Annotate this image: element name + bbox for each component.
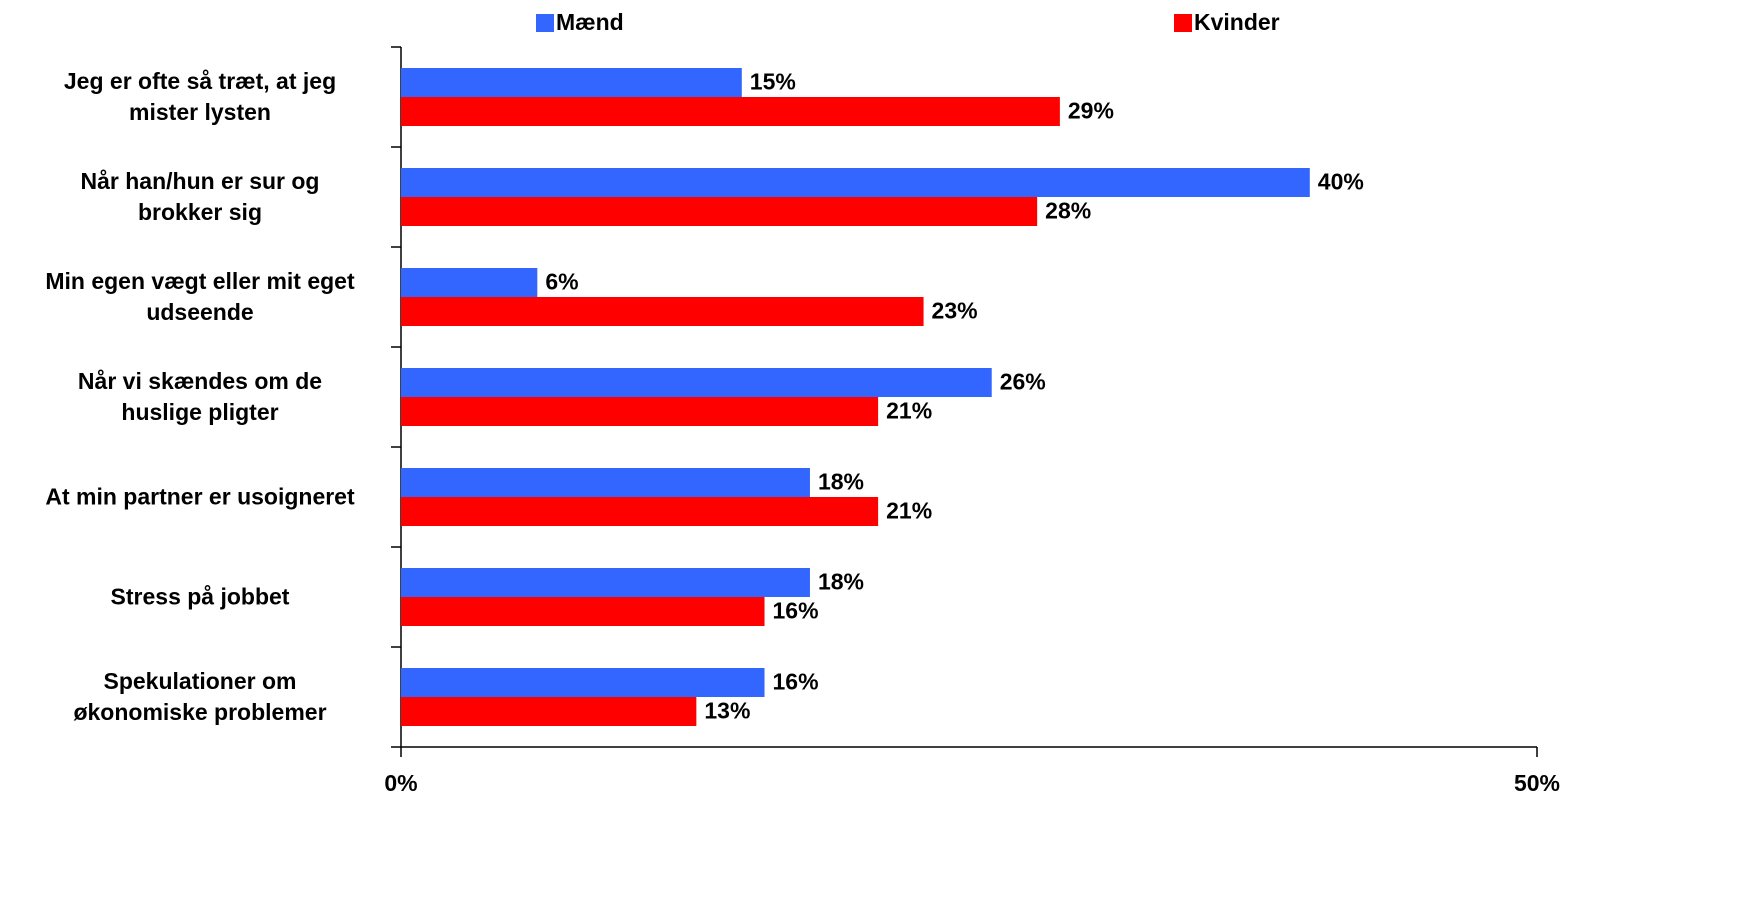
bar	[401, 668, 765, 697]
x-tick-label: 0%	[384, 770, 417, 796]
category-label: Stress på jobbet	[110, 583, 290, 610]
value-label: 16%	[773, 598, 819, 624]
bar	[401, 368, 992, 397]
legend-label: Kvinder	[1194, 9, 1280, 35]
value-label: 23%	[932, 298, 978, 324]
value-label: 18%	[818, 569, 864, 595]
bar	[401, 297, 924, 326]
bar	[401, 97, 1060, 126]
category-label: Jeg er ofte så træt, at jeg mister lyste…	[63, 68, 337, 125]
bar	[401, 597, 765, 626]
bar	[401, 497, 879, 526]
category-label: Spekulationer om økonomiske problemer	[73, 668, 327, 725]
legend-swatch	[1174, 14, 1192, 32]
category-label: Min egen vægt eller mit eget udseende	[45, 268, 355, 325]
value-label: 13%	[704, 698, 750, 724]
bar	[401, 697, 697, 726]
value-label: 16%	[773, 669, 819, 695]
bar	[401, 268, 538, 297]
value-label: 40%	[1318, 169, 1364, 195]
bar	[401, 397, 879, 426]
bar	[401, 168, 1310, 197]
bar	[401, 568, 810, 597]
bar	[401, 468, 810, 497]
value-label: 28%	[1045, 198, 1091, 224]
value-label: 21%	[886, 398, 932, 424]
value-label: 6%	[545, 269, 578, 295]
value-label: 18%	[818, 469, 864, 495]
value-label: 29%	[1068, 98, 1114, 124]
category-label: Når han/hun er sur og brokker sig	[80, 168, 320, 225]
category-label: Når vi skændes om de huslige pligter	[77, 368, 323, 425]
category-label: At min partner er usoigneret	[45, 483, 355, 510]
value-label: 26%	[1000, 369, 1046, 395]
value-label: 21%	[886, 498, 932, 524]
bar	[401, 197, 1038, 226]
legend-label: Mænd	[556, 9, 624, 35]
x-tick-label: 50%	[1514, 770, 1560, 796]
legend-swatch	[536, 14, 554, 32]
bar	[401, 68, 742, 97]
value-label: 15%	[750, 69, 796, 95]
